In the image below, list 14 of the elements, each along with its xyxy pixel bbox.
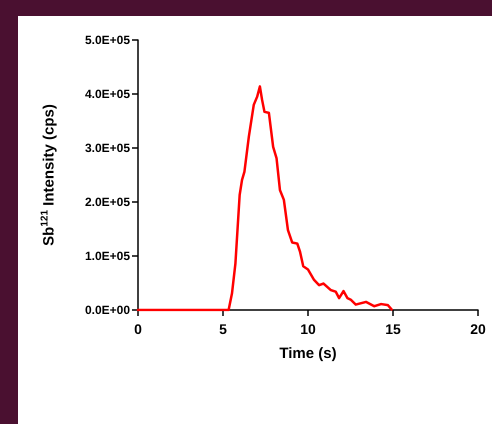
y-tick-label: 2.0E+05 <box>84 195 130 209</box>
line-series <box>136 85 393 312</box>
y-tick-label: 0.0E+00 <box>84 303 130 317</box>
x-tick-label: 20 <box>470 321 486 337</box>
y-axis-title: Sb121 Intensity (cps) <box>40 104 58 246</box>
x-tick-label: 5 <box>219 321 228 337</box>
y-tick-label: 5.0E+05 <box>84 33 130 47</box>
x-axis-title: Time (s) <box>279 345 337 362</box>
y-tick-label: 4.0E+05 <box>84 87 130 101</box>
x-tick-label: 10 <box>300 321 316 337</box>
x-tick-label: 15 <box>385 321 401 337</box>
y-tick-label: 3.0E+05 <box>84 141 130 155</box>
y-tick-label: 1.0E+05 <box>84 249 130 263</box>
x-tick-label: 0 <box>134 321 142 337</box>
